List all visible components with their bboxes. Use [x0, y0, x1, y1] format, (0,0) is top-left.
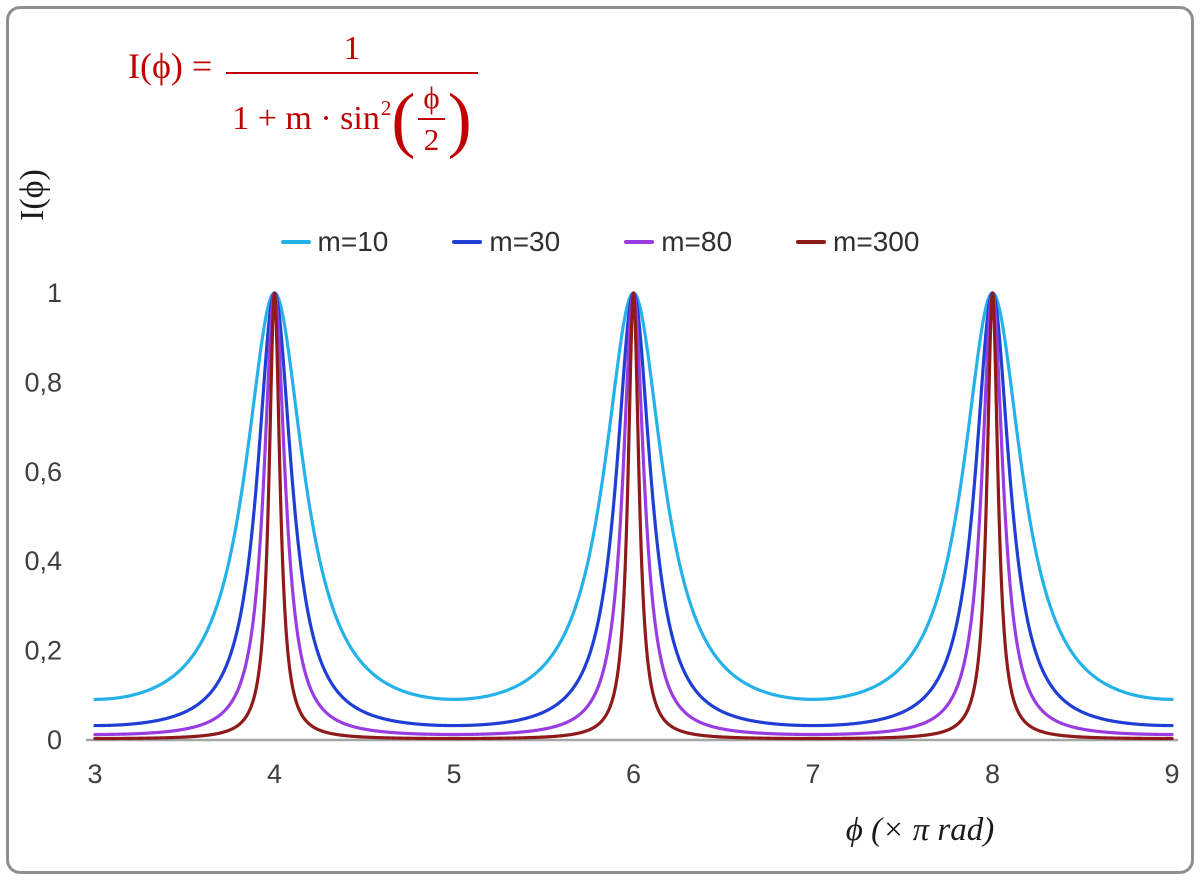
- y-tick-label: 0,6: [24, 457, 62, 487]
- legend-item: m=300: [796, 226, 919, 258]
- legend-swatch: [452, 240, 483, 244]
- formula-denominator: 1 + m · sin 2 ( ϕ 2 ): [226, 72, 478, 160]
- legend-label: m=30: [489, 226, 561, 257]
- legend-label: m=10: [317, 226, 389, 257]
- x-axis-title: ϕ (× π rad): [845, 812, 995, 848]
- x-tick-label: 8: [985, 759, 1000, 789]
- formula-fraction: 1 1 + m · sin 2 ( ϕ 2 ): [226, 30, 478, 160]
- x-tick-label: 9: [1164, 759, 1179, 789]
- formula: I(ϕ) = 1 1 + m · sin 2 ( ϕ 2 ): [128, 30, 478, 158]
- y-tick-label: 0,4: [24, 546, 62, 576]
- y-tick-label: 0,8: [24, 367, 62, 397]
- chart-frame-border: [6, 6, 1194, 874]
- series-curve-m=300: [93, 291, 1174, 741]
- open-paren: (: [391, 77, 416, 160]
- series-curve-m=30: [93, 291, 1174, 728]
- legend-swatch: [280, 240, 311, 244]
- legend-item: m=10: [280, 226, 389, 258]
- formula-denominator-text: 1 + m · sin: [232, 100, 380, 137]
- legend-swatch: [796, 240, 827, 244]
- y-axis-title: I(ϕ): [14, 169, 51, 221]
- formula-inner-fraction: ϕ 2: [417, 80, 446, 158]
- close-paren: ): [447, 77, 472, 160]
- x-tick-label: 5: [446, 759, 461, 789]
- formula-numerator: 1: [343, 30, 361, 67]
- y-tick-label: 1: [47, 278, 62, 308]
- legend: m=10 m=30 m=80 m=300: [0, 226, 1200, 258]
- y-tick-label: 0,2: [24, 636, 62, 666]
- legend-item: m=30: [452, 226, 560, 258]
- legend-label: m=80: [661, 226, 733, 257]
- legend-item: m=80: [624, 226, 732, 258]
- inner-numerator: ϕ: [423, 80, 440, 115]
- formula-lhs: I(ϕ) =: [128, 46, 213, 86]
- y-tick-label: 0: [47, 725, 62, 755]
- x-tick-label: 4: [267, 759, 282, 789]
- formula-superscript: 2: [380, 95, 392, 120]
- series-curve-m=80: [93, 291, 1174, 737]
- legend-swatch: [624, 240, 655, 244]
- x-tick-label: 3: [87, 759, 102, 789]
- x-tick-label: 7: [805, 759, 820, 789]
- x-tick-label: 6: [626, 759, 641, 789]
- legend-label: m=300: [833, 226, 920, 257]
- inner-denominator: 2: [417, 118, 446, 158]
